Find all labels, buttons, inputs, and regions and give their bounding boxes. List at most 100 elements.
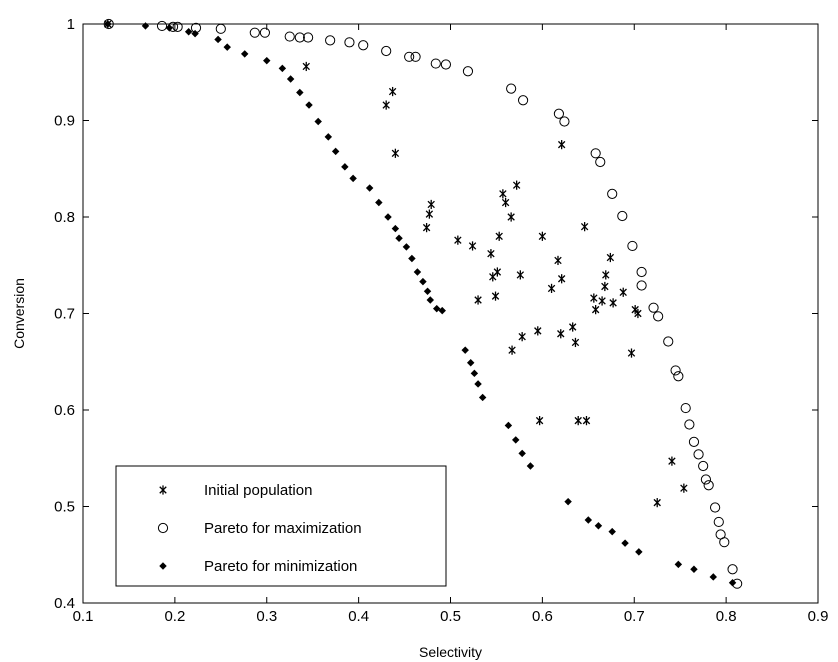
diamond-point [518, 449, 526, 458]
x-tick-label: 0.1 [73, 608, 94, 625]
asterisk-point [606, 252, 615, 263]
diamond-point [474, 380, 482, 388]
legend-label: Pareto for maximization [204, 520, 362, 537]
asterisk-point [609, 298, 617, 308]
asterisk-point [571, 337, 580, 348]
circle-point [553, 108, 565, 119]
x-axis-label: Selectivity [419, 644, 482, 660]
asterisk-point [554, 255, 562, 266]
diamond-point [141, 22, 150, 30]
diamond-point [214, 35, 222, 44]
diamond-point [584, 516, 593, 524]
asterisk-point [487, 249, 495, 259]
diamond-point [263, 56, 271, 65]
circle-point [344, 37, 355, 48]
asterisk-point [495, 231, 503, 241]
circle-point [653, 311, 664, 322]
asterisk-point [680, 483, 688, 493]
diamond-point [526, 462, 535, 470]
asterisk-point [619, 287, 627, 297]
diamond-point [391, 224, 400, 233]
x-tick-label: 0.6 [532, 608, 553, 625]
diamond-point [564, 497, 572, 506]
asterisk-point [568, 322, 577, 332]
circle-point [698, 460, 709, 472]
y-tick-label: 0.4 [54, 595, 75, 612]
axis-ticks [82, 23, 819, 604]
diamond-point [191, 29, 199, 38]
diamond-point [504, 421, 513, 430]
asterisk-point [508, 345, 516, 355]
circle-point [700, 474, 712, 485]
diamond-point [349, 174, 357, 183]
circle-point [325, 35, 336, 46]
asterisk-point [602, 270, 610, 280]
asterisk-point [302, 61, 310, 72]
circle-point [249, 27, 260, 38]
asterisk-point [580, 222, 589, 232]
diamond-point [223, 43, 231, 51]
asterisk-point [518, 332, 526, 342]
circle-point [719, 537, 730, 548]
circle-point [462, 66, 474, 77]
diamond-point [419, 277, 427, 286]
legend-items: Initial population Pareto for maximizatio… [157, 482, 362, 575]
asterisk-point [668, 456, 676, 466]
asterisk-point [591, 305, 600, 315]
circle-point [172, 21, 183, 32]
diamond-point [674, 560, 683, 569]
diamond-point [395, 234, 403, 242]
circle-point [684, 419, 695, 430]
diamond-point [512, 436, 520, 444]
asterisk-point [489, 272, 497, 282]
asterisk-point [501, 197, 510, 208]
asterisk-point [590, 293, 598, 303]
asterisk-point [653, 498, 661, 508]
circle-point [693, 449, 704, 460]
circle-point [215, 23, 226, 34]
data-marks [103, 18, 743, 589]
circle-point [627, 240, 638, 252]
diamond-point [296, 88, 304, 97]
diamond-point [470, 369, 479, 378]
asterisk-point [538, 231, 547, 241]
diamond-point [341, 163, 349, 171]
diamond-point [278, 64, 287, 73]
diamond-point [709, 573, 717, 581]
circle-point [688, 436, 700, 447]
asterisk-point [391, 148, 400, 158]
asterisk-point [388, 86, 397, 97]
circle-point [713, 516, 724, 528]
y-tick-label: 0.6 [54, 402, 75, 419]
asterisk-point [574, 416, 582, 426]
asterisk-point [382, 100, 390, 110]
circle-point [559, 116, 570, 127]
circle-point [259, 27, 271, 38]
circle-point [430, 58, 441, 69]
circle-point [506, 83, 517, 94]
circle-point [410, 51, 421, 62]
asterisk-point [534, 326, 542, 336]
asterisk-point [425, 209, 434, 219]
circle-point [673, 371, 684, 382]
circle-point [302, 32, 314, 43]
diamond-point [426, 296, 435, 304]
asterisk-point [454, 235, 462, 245]
diamond-point [413, 268, 422, 276]
diamond-point [438, 306, 446, 315]
circle-point [636, 280, 647, 291]
diamond-point [621, 539, 629, 547]
x-tick-label: 0.5 [440, 608, 461, 625]
circle-point [636, 266, 647, 278]
circle-point [294, 32, 305, 43]
x-tick-label: 0.9 [808, 608, 829, 625]
diamond-point [286, 75, 295, 83]
legend-label: Pareto for minimization [204, 558, 357, 575]
diamond-point [728, 579, 737, 587]
circle-point [284, 31, 295, 42]
diamond-point [423, 287, 432, 296]
asterisk-point [422, 223, 431, 233]
asterisk-point [557, 274, 566, 284]
y-axis-label: Conversion [11, 278, 27, 349]
circle-point [703, 480, 714, 491]
